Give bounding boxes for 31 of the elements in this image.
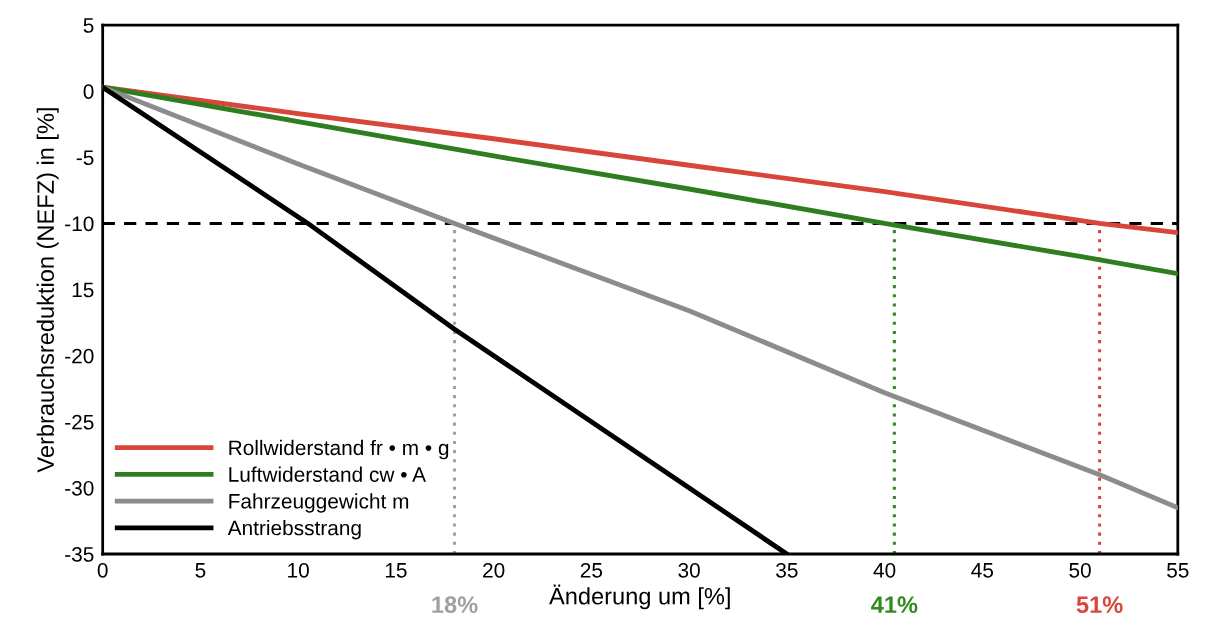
x-tick-label: 35: [776, 562, 798, 578]
x-tick-label: 20: [483, 562, 505, 578]
x-axis-title: Änderung um [%]: [549, 584, 730, 610]
x-tick-label: 55: [1167, 563, 1189, 578]
y-tick-label: 5: [83, 18, 94, 33]
y-tick-label: -35: [65, 547, 94, 562]
ref-line-label: 51%: [1076, 596, 1123, 614]
legend-label: Rollwiderstand fr • m • g: [229, 439, 449, 460]
x-tick-label: 50: [1069, 562, 1091, 578]
y-tick-label: -30: [65, 480, 94, 496]
y-tick-label: -20: [65, 348, 94, 364]
y-tick-label: 0: [83, 84, 94, 99]
x-tick-label: 40: [873, 562, 896, 578]
x-tick-label: 5: [195, 563, 206, 578]
legend-label: Luftwiderstand cw • A: [229, 466, 427, 482]
ref-line-label: 41%: [871, 596, 918, 613]
legend-label: Fahrzeuggewicht m: [229, 493, 409, 513]
x-tick-label: 45: [971, 563, 994, 578]
x-tick-label: 10: [288, 562, 309, 578]
y-tick-label: -5: [76, 150, 94, 166]
y-tick-label: 15: [72, 282, 94, 298]
line-series: [102, 84, 1178, 277]
ref-line-label: 18%: [432, 596, 478, 614]
y-tick-label: -25: [65, 414, 94, 430]
y-tick-label: -10: [65, 216, 94, 232]
x-tick-label: 25: [580, 562, 603, 578]
x-tick-label: 0: [97, 562, 108, 578]
x-tick-label: 15: [385, 563, 407, 578]
x-tick-label: 30: [678, 562, 700, 578]
legend-label: Antriebsstrang: [227, 520, 361, 540]
y-axis-title: Verbrauchsreduktion (NEFZ) in [%]: [36, 108, 59, 473]
